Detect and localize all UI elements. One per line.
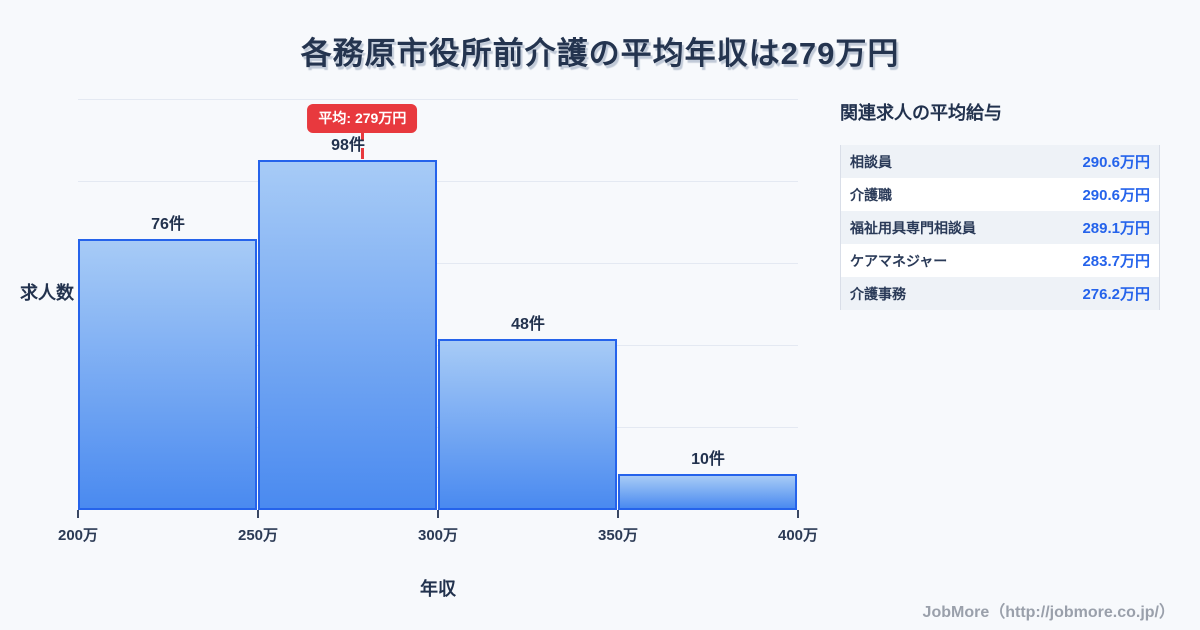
job-salary: 290.6万円 <box>1082 187 1150 204</box>
y-axis-label: 求人数 <box>20 283 74 303</box>
page-title: 各務原市役所前介護の平均年収は279万円 <box>300 36 900 71</box>
x-axis-tick-label: 300万 <box>417 527 459 544</box>
table-row: ケアマネジャー 283.7万円 <box>841 244 1159 277</box>
histogram-bar <box>618 474 797 510</box>
related-jobs-heading: 関連求人の平均給与 <box>840 103 1002 123</box>
job-salary: 276.2万円 <box>1082 286 1150 303</box>
gridline <box>78 263 798 265</box>
histogram-bar <box>258 160 437 510</box>
job-title: ケアマネジャー <box>850 252 948 269</box>
table-row: 相談員 290.6万円 <box>841 145 1159 178</box>
job-title: 福祉用具専門相談員 <box>850 219 976 236</box>
x-axis-tick <box>257 510 259 518</box>
bar-count-label: 48件 <box>511 315 545 333</box>
job-title: 介護事務 <box>850 285 906 302</box>
gridline <box>78 181 798 183</box>
job-title: 介護職 <box>850 186 892 203</box>
job-salary: 290.6万円 <box>1082 154 1150 171</box>
x-axis-tick <box>77 510 79 518</box>
related-jobs-table: 相談員 290.6万円 介護職 290.6万円 福祉用具専門相談員 289.1万円 ケアマネ… <box>840 145 1160 310</box>
bar-count-label: 98件 <box>331 137 365 155</box>
x-axis-tick <box>437 510 439 518</box>
x-axis-tick-label: 350万 <box>597 527 639 544</box>
bar-count-label: 76件 <box>151 215 185 233</box>
gridline <box>78 99 798 101</box>
histogram-bar <box>438 338 617 510</box>
x-axis-tick-label: 250万 <box>237 527 279 544</box>
x-axis-tick-label: 200万 <box>57 527 99 544</box>
histogram-bar <box>78 238 257 510</box>
x-axis-tick <box>617 510 619 518</box>
table-row: 介護職 290.6万円 <box>841 178 1159 211</box>
salary-histogram: 76件 98件 48件 10件 200万 250万 300万 350万 400万 <box>58 96 818 544</box>
table-row: 福祉用具専門相談員 289.1万円 <box>841 211 1159 244</box>
job-title: 相談員 <box>850 153 892 170</box>
average-badge: 平均: 279万円 <box>307 104 418 133</box>
x-axis-tick <box>797 510 799 518</box>
x-axis-tick-label: 400万 <box>777 527 819 544</box>
footer-credit: JobMore（http://jobmore.co.jp/） <box>922 604 1175 621</box>
job-salary: 283.7万円 <box>1082 253 1150 270</box>
job-salary: 289.1万円 <box>1082 220 1150 237</box>
bar-count-label: 10件 <box>691 451 725 469</box>
x-axis-label: 年収 <box>420 579 456 599</box>
table-row: 介護事務 276.2万円 <box>841 277 1159 310</box>
